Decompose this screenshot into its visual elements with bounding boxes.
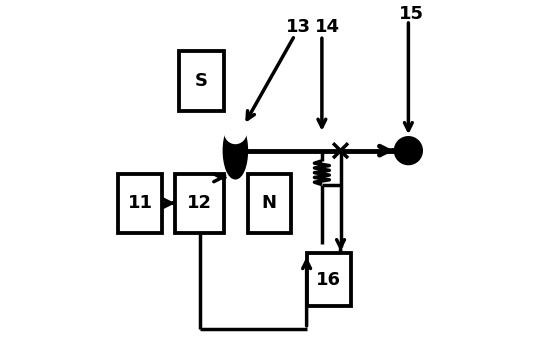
Text: 11: 11 <box>128 194 153 212</box>
Bar <box>248 173 291 233</box>
Text: 16: 16 <box>316 271 341 289</box>
Bar <box>178 51 224 111</box>
Text: 15: 15 <box>399 5 424 23</box>
Circle shape <box>396 138 421 163</box>
Bar <box>118 173 163 233</box>
Bar <box>307 253 351 306</box>
Text: N: N <box>262 194 277 212</box>
Ellipse shape <box>224 123 247 178</box>
Text: 13: 13 <box>286 18 311 36</box>
Text: S: S <box>195 72 208 90</box>
Text: 14: 14 <box>314 18 339 36</box>
Text: 12: 12 <box>188 194 212 212</box>
Ellipse shape <box>224 120 247 144</box>
Bar <box>175 173 224 233</box>
